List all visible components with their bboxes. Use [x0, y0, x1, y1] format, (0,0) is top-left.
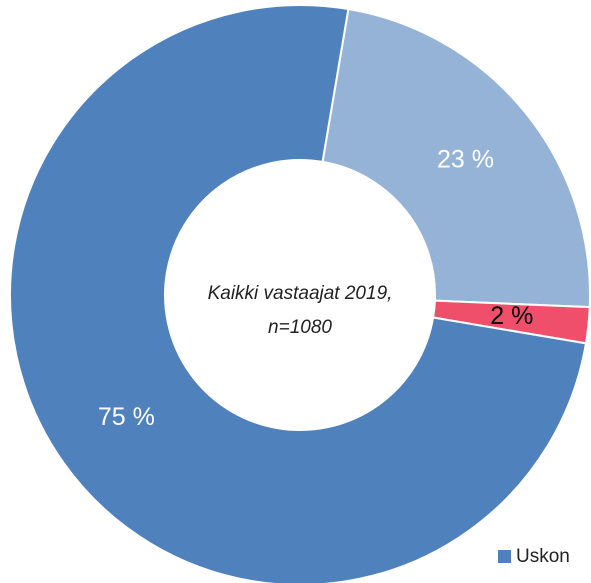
- slices: [9, 4, 591, 583]
- legend-swatch: [498, 550, 511, 563]
- center-text: n=1080: [268, 317, 332, 338]
- center-text: Kaikki vastaajat 2019,: [208, 283, 393, 304]
- slice: [9, 4, 588, 583]
- value-label: 2 %: [490, 302, 533, 330]
- legend-label: Uskon: [516, 546, 570, 567]
- value-label: 23 %: [437, 146, 494, 174]
- slice: [321, 7, 591, 309]
- value-label: 75 %: [98, 403, 155, 431]
